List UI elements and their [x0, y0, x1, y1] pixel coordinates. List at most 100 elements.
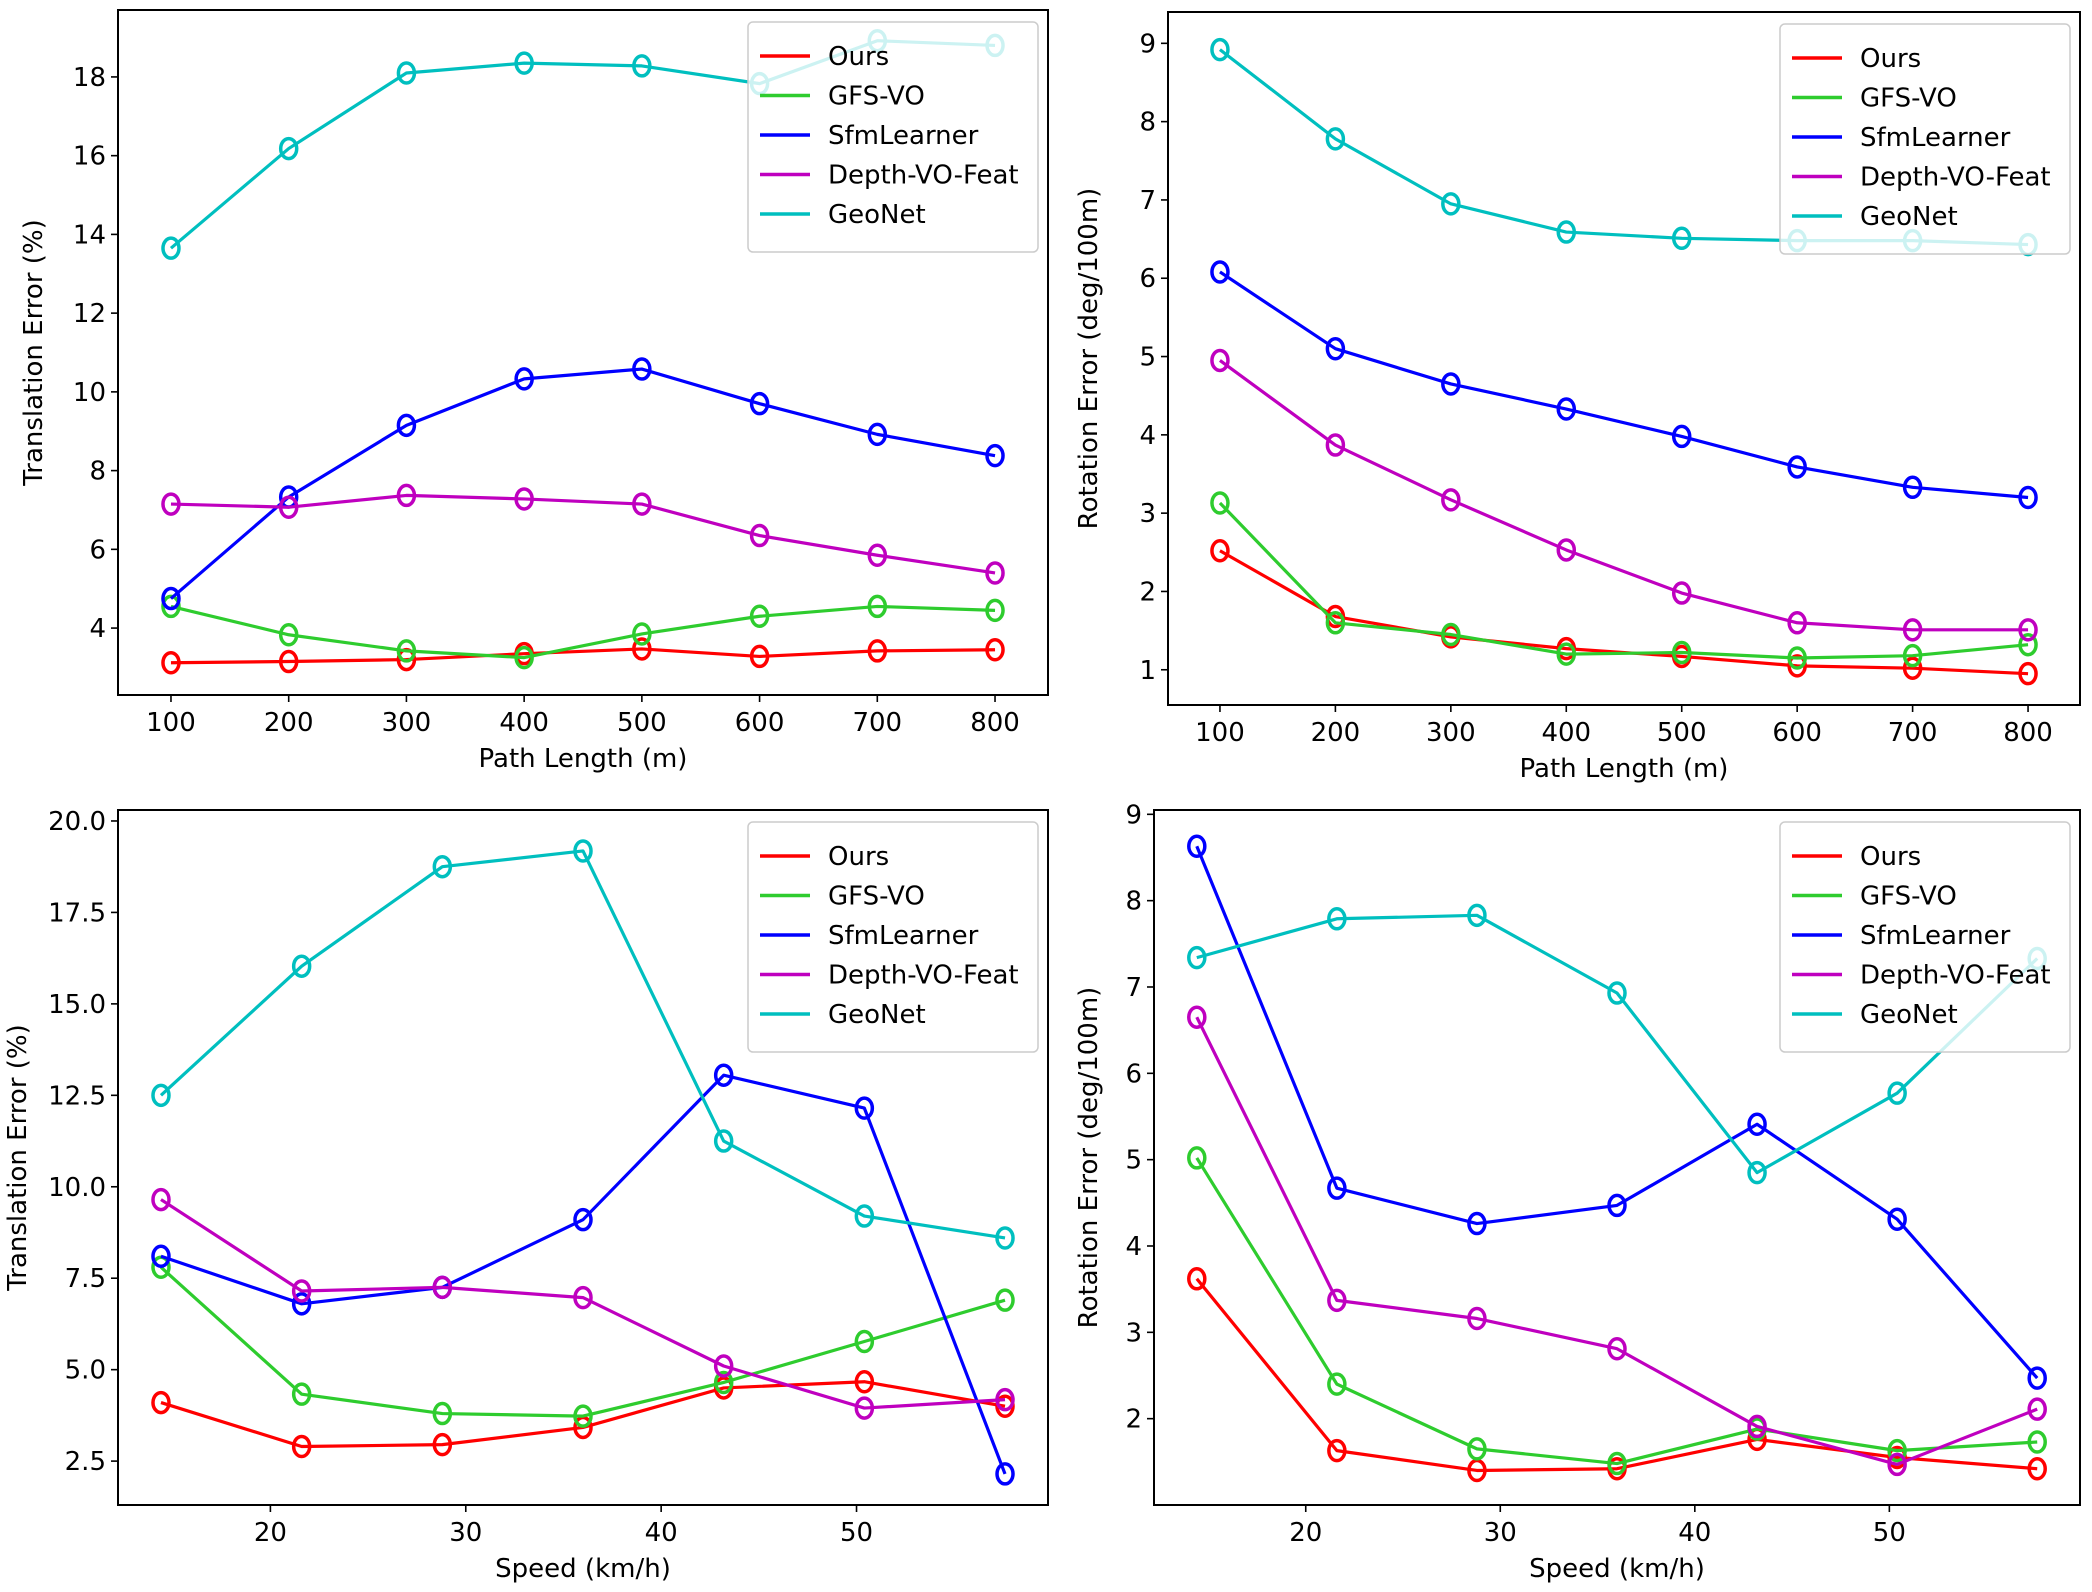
data-point: [854, 1329, 875, 1354]
data-point: [2027, 1397, 2047, 1421]
data-point: [1556, 220, 1577, 244]
data-point: [713, 1129, 734, 1153]
data-point: [1467, 1211, 1487, 1236]
data-point: [1187, 945, 1207, 970]
legend-label: GFS-VO: [1860, 84, 1957, 114]
data-point: [1887, 1445, 1907, 1470]
x-tick-label: 600: [735, 708, 785, 738]
y-tick-label: 9: [1139, 29, 1156, 59]
data-point: [1671, 581, 1692, 605]
plot-area: [1187, 834, 2047, 1483]
data-point: [713, 1063, 734, 1087]
legend-item: Depth-VO-Feat: [760, 161, 1019, 191]
data-point: [632, 622, 652, 646]
data-point: [995, 1462, 1015, 1486]
data-point: [632, 357, 652, 381]
data-point: [632, 637, 652, 661]
data-point: [1902, 618, 1923, 642]
y-tick-label: 5: [1139, 343, 1156, 373]
y-tick-label: 7.5: [65, 1264, 106, 1294]
x-tick-label: 800: [970, 708, 1020, 738]
legend-item: Ours: [1792, 842, 1921, 872]
data-point: [161, 594, 181, 619]
data-point: [161, 236, 181, 260]
data-point: [1327, 1372, 1347, 1396]
x-axis-label: Speed (km/h): [495, 1554, 671, 1584]
data-point: [1787, 455, 1807, 479]
y-tick-label: 3: [1125, 1318, 1142, 1348]
panel-rotation-vs-path-length: 100 200 300 400 500 600 700 800 1 2 3 4 5 6 7 8 9 Path Le…: [1074, 11, 2081, 784]
legend-item: SfmLearner: [1792, 921, 2011, 951]
y-tick-label: 4: [89, 614, 106, 644]
data-point: [1441, 622, 1461, 647]
data-point: [985, 443, 1005, 468]
data-point: [278, 495, 299, 519]
data-point: [1787, 646, 1807, 670]
data-point: [985, 637, 1005, 662]
series-line: [160, 1198, 1006, 1410]
legend-label: SfmLearner: [1860, 921, 2011, 951]
legend-item: Ours: [760, 842, 889, 872]
legend-item: GeoNet: [1792, 202, 1958, 232]
data-point: [1887, 1081, 1907, 1105]
data-point: [2018, 485, 2038, 510]
data-point: [151, 1187, 171, 1212]
series-depth-vo-feat: [1187, 1005, 2047, 1477]
data-point: [985, 561, 1005, 585]
x-tick-label: 300: [382, 708, 432, 738]
data-point: [396, 483, 417, 508]
x-tick-label: 100: [1195, 718, 1245, 748]
data-point: [161, 586, 181, 611]
series-depth-vo-feat: [161, 483, 1005, 585]
data-point: [854, 1396, 875, 1420]
data-point: [278, 623, 299, 647]
series-gfs-vo: [151, 1255, 1015, 1428]
x-tick-label: 200: [1311, 718, 1361, 748]
data-point: [1325, 433, 1346, 457]
y-tick-label: 20.0: [48, 807, 106, 837]
x-tick-label: 40: [645, 1518, 678, 1548]
x-tick-label: 300: [1426, 718, 1476, 748]
y-tick-label: 17.5: [48, 898, 106, 928]
data-point: [1467, 1306, 1487, 1331]
x-tick-label: 30: [449, 1518, 482, 1548]
y-tick-label: 12: [73, 299, 106, 329]
y-tick-label: 2: [1139, 577, 1156, 607]
legend-box: [1779, 23, 2071, 255]
legend-label: Ours: [1860, 842, 1921, 872]
data-point: [1327, 1438, 1347, 1463]
legend-label: Depth-VO-Feat: [828, 961, 1019, 991]
data-point: [2027, 1366, 2047, 1390]
y-axis-label: Translation Error (%): [3, 1024, 33, 1292]
data-point: [514, 367, 534, 391]
data-point: [514, 645, 534, 670]
legend: Ours GFS-VO SfmLearner Depth-VO-Feat GeoNet: [747, 21, 1039, 253]
series-line: [1219, 359, 2029, 632]
data-point: [749, 644, 770, 669]
series-line: [170, 604, 996, 660]
x-tick-label: 200: [264, 708, 314, 738]
y-tick-label: 9: [1125, 800, 1142, 830]
y-tick-label: 8: [89, 457, 106, 487]
data-point: [1671, 640, 1692, 665]
data-point: [2018, 618, 2038, 642]
data-point: [867, 639, 888, 663]
legend-item: GeoNet: [760, 200, 926, 230]
y-axis-label: Translation Error (%): [19, 219, 49, 487]
data-point: [396, 413, 417, 438]
legend-label: Depth-VO-Feat: [828, 161, 1019, 191]
panel-translation-vs-path-length: 100 200 300 400 500 600 700 800 4 6 8 10 12 14 16 18 Pat…: [19, 9, 1049, 774]
data-point: [432, 1401, 453, 1426]
series-line: [1195, 845, 2039, 1380]
y-tick-label: 15.0: [48, 990, 106, 1020]
series-line: [160, 1073, 1007, 1475]
data-point: [867, 543, 888, 567]
data-point: [749, 523, 770, 548]
data-point: [1902, 643, 1923, 668]
x-tick-label: 700: [852, 708, 902, 738]
data-point: [1747, 1414, 1767, 1439]
data-point: [1902, 656, 1923, 680]
x-tick-label: 400: [499, 708, 549, 738]
data-point: [1607, 1451, 1627, 1476]
x-tick-label: 700: [1888, 718, 1938, 748]
